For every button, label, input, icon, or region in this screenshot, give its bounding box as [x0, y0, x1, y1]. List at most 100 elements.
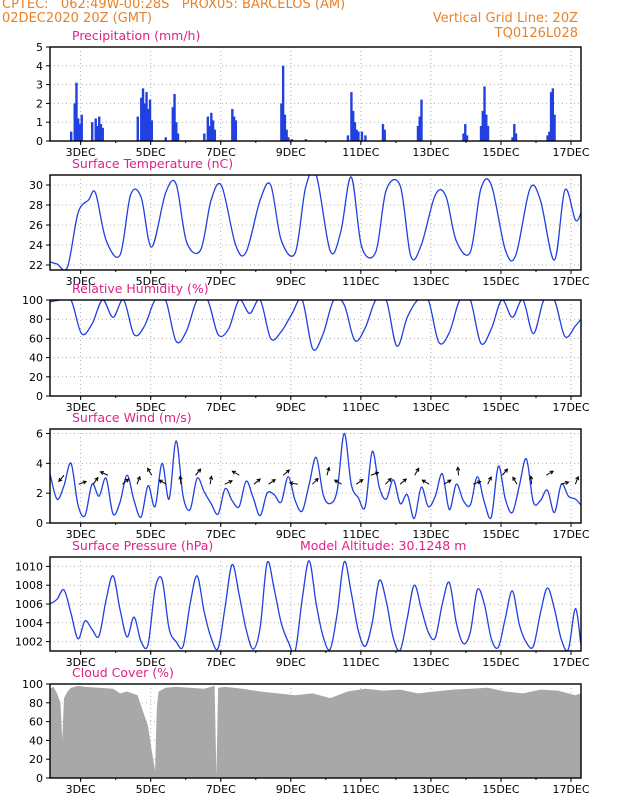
precip-ytick-label: 4 — [36, 60, 43, 73]
precip-xtick-label: 17DEC — [552, 146, 589, 159]
wind-arrow — [178, 475, 183, 485]
temperature-ytick-label: 22 — [29, 259, 43, 272]
wind-arrow — [282, 469, 291, 476]
precip-bar — [551, 88, 555, 141]
cloud-ytick-label: 60 — [29, 716, 43, 729]
precip-bar — [203, 133, 206, 141]
wind-line — [50, 432, 581, 520]
cloud-xtick-label: 11DEC — [342, 783, 379, 796]
precip-bar — [479, 125, 483, 141]
precip-frame — [49, 46, 582, 142]
precip-bar — [381, 124, 385, 141]
temperature-xtick-label: 9DEC — [276, 275, 306, 288]
precip-bar — [553, 114, 556, 141]
temperature-xtick-label: 15DEC — [482, 275, 519, 288]
header-datetime: 02DEC2020 20Z (GMT) — [2, 11, 153, 26]
precip-bar — [98, 116, 101, 141]
humidity-xtick-label: 11DEC — [342, 401, 379, 414]
wind-arrow — [326, 466, 331, 476]
wind-arrow — [421, 479, 430, 485]
wind-arrow — [208, 475, 214, 485]
pressure-xtick-label: 17DEC — [552, 656, 589, 669]
humidity-xtick-label: 5DEC — [136, 401, 166, 414]
cloud-ytick-label: 80 — [29, 697, 43, 710]
wind-xtick-label: 3DEC — [66, 528, 96, 541]
cloud-xtick-label: 5DEC — [136, 783, 166, 796]
temperature-xtick-label: 17DEC — [552, 275, 589, 288]
precip-bar — [548, 131, 551, 141]
cloud-xtick-label: 3DEC — [66, 783, 96, 796]
wind-ytick-label: 4 — [36, 457, 43, 470]
precip-bar — [546, 135, 549, 141]
precip-bar — [283, 114, 287, 141]
precip-bar — [232, 116, 236, 141]
precip-xtick-label: 11DEC — [342, 146, 379, 159]
precip-bar — [148, 99, 152, 141]
wind-xtick-label: 11DEC — [342, 528, 379, 541]
wind-xtick-label: 15DEC — [482, 528, 519, 541]
humidity-ytick-label: 20 — [29, 371, 43, 384]
pressure-ytick-label: 1008 — [15, 579, 43, 592]
precip-bar — [464, 124, 467, 141]
precip-bar — [150, 120, 153, 141]
precip-bar — [485, 114, 488, 141]
humidity-ytick-label: 80 — [29, 313, 43, 326]
temperature-ytick-label: 30 — [29, 179, 43, 192]
precip-bar — [350, 92, 353, 141]
temperature-title: Surface Temperature (nC) — [72, 156, 233, 171]
precip-bar — [171, 107, 174, 141]
precip-bar — [418, 116, 421, 141]
temperature-line — [50, 175, 581, 270]
wind-xtick-label: 13DEC — [412, 528, 449, 541]
temperature-ytick-label: 24 — [29, 239, 43, 252]
wind-arrow — [414, 467, 420, 476]
humidity-frame — [49, 299, 582, 397]
precip-bar — [91, 122, 94, 141]
precip-bar — [176, 133, 180, 141]
pressure-xtick-label: 7DEC — [206, 656, 236, 669]
temperature-frame — [49, 174, 582, 271]
wind-arrow — [312, 477, 319, 485]
pressure-xtick-label: 9DEC — [276, 656, 306, 669]
wind-arrow — [147, 467, 153, 476]
cloud-xtick-label: 15DEC — [482, 783, 519, 796]
precip-bar — [420, 99, 423, 141]
wind-frame — [49, 428, 582, 524]
precip-bar — [281, 65, 285, 141]
wind-ytick-label: 0 — [36, 517, 43, 530]
wind-ytick-label: 6 — [36, 427, 43, 440]
precip-bar — [285, 129, 288, 141]
temperature-xtick-label: 13DEC — [412, 275, 449, 288]
wind-arrow — [92, 476, 99, 485]
pressure-frame — [49, 556, 582, 652]
wind-arrow — [231, 470, 240, 476]
header-model-id: TQ0126L028 — [494, 26, 578, 41]
precip-bar — [514, 133, 518, 141]
temperature-ytick-label: 28 — [29, 199, 43, 212]
precip-bar — [364, 135, 367, 141]
wind-arrow — [99, 471, 109, 476]
cloud-xtick-label: 7DEC — [206, 783, 236, 796]
precip-bar — [287, 137, 290, 141]
cloud-title: Cloud Cover (%) — [72, 665, 174, 680]
precip-bar — [78, 124, 82, 141]
pressure-xtick-label: 5DEC — [136, 656, 166, 669]
temperature-xtick-label: 5DEC — [136, 275, 166, 288]
wind-arrow — [268, 479, 276, 485]
wind-title: Surface Wind (m/s) — [72, 410, 192, 425]
precip-bar — [483, 86, 486, 141]
precip-bar — [416, 125, 420, 141]
wind-arrow — [529, 475, 534, 485]
wind-arrow — [195, 468, 202, 476]
pressure-ytick-label: 1002 — [15, 636, 43, 649]
humidity-ytick-label: 40 — [29, 352, 43, 365]
cloud-xtick-label: 9DEC — [276, 783, 306, 796]
temperature-ytick-label: 26 — [29, 219, 43, 232]
cloud-ytick-label: 0 — [36, 772, 43, 785]
precip-bar — [357, 131, 360, 141]
wind-arrow — [399, 478, 407, 485]
pressure-line — [50, 560, 581, 651]
precip-ytick-label: 5 — [36, 41, 43, 54]
precip-bar — [513, 124, 516, 141]
